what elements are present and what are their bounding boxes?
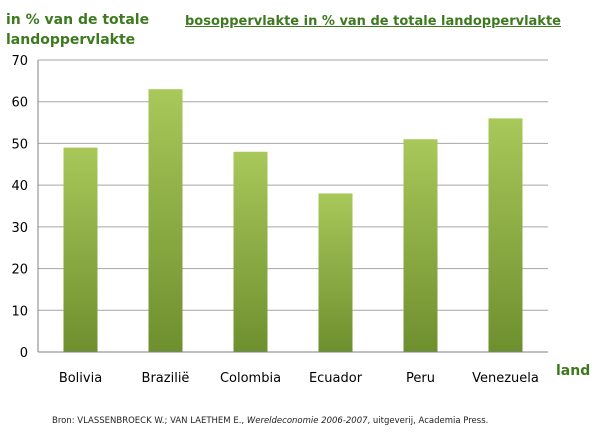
y-tick-label: 40 — [11, 179, 28, 194]
y-tick-label: 20 — [11, 263, 28, 278]
y-axis-title-line2: landoppervlakte — [6, 32, 136, 48]
x-tick-label: Ecuador — [309, 371, 363, 386]
y-tick-label: 30 — [11, 221, 28, 236]
chart-title: bosoppervlakte in % van de totale landop… — [185, 14, 561, 29]
y-axis-title-line1: in % van de totale — [6, 12, 150, 28]
bars — [63, 89, 523, 353]
x-tick-label: Venezuela — [472, 371, 539, 386]
x-tick-label: Braziliё — [142, 371, 190, 386]
bar-peru — [403, 139, 438, 352]
y-axis-title: in % van de totale landoppervlakte — [6, 10, 149, 50]
y-tick-label: 50 — [11, 137, 28, 152]
bar-venezuela — [488, 118, 523, 353]
y-tick-label: 60 — [11, 96, 28, 111]
source-prefix: Bron: VLASSENBROECK W.; VAN LAETHEM E., — [52, 416, 247, 426]
source-suffix: , uitgeverij, Academia Press. — [367, 416, 489, 426]
y-tick-label: 10 — [11, 304, 28, 319]
source-citation: Bron: VLASSENBROECK W.; VAN LAETHEM E., … — [52, 416, 488, 426]
x-tick-label: Colombia — [220, 371, 281, 386]
x-axis-title: land — [556, 363, 591, 379]
bar-ecuador — [318, 193, 353, 352]
bar-braziliё — [148, 89, 183, 352]
bar-bolivia — [63, 147, 98, 352]
source-work: Wereldeconomie 2006-2007 — [246, 416, 368, 426]
bar-colombia — [233, 151, 268, 352]
y-tick-label: 70 — [11, 54, 28, 69]
bar-chart: 0 10 20 30 40 50 60 70 Bolivia Braziliё Colombia Ec… — [11, 54, 548, 386]
y-tick-label: 0 — [20, 346, 28, 361]
x-tick-label: Peru — [406, 371, 435, 386]
grid-lines — [38, 59, 548, 353]
axes: 0 10 20 30 40 50 60 70 Bolivia Braziliё Colombia Ec… — [11, 54, 548, 386]
x-tick-label: Bolivia — [59, 371, 102, 386]
